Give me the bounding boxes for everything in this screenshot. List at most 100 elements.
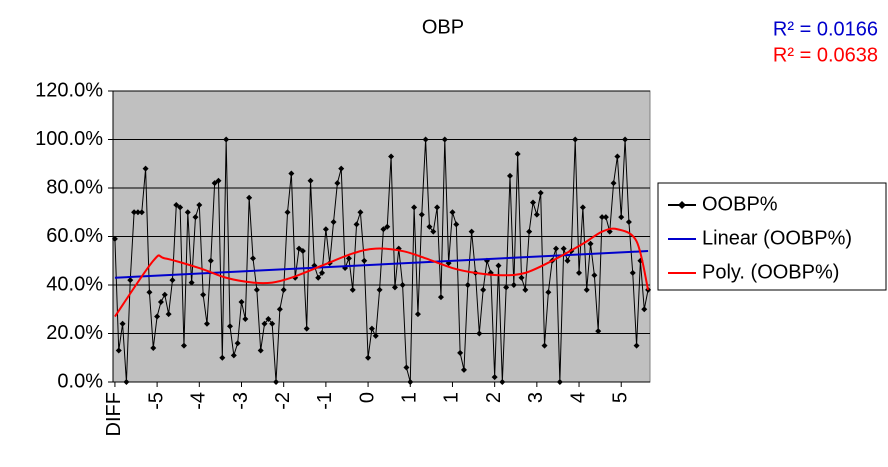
data-point (365, 354, 372, 361)
data-point (111, 235, 118, 242)
data-point (115, 347, 122, 354)
data-point (288, 170, 295, 177)
data-point (526, 228, 533, 235)
y-tick-label: 20.0% (46, 322, 103, 344)
data-point (154, 313, 161, 320)
x-tick-label: 3 (525, 392, 547, 403)
data-point (307, 177, 314, 184)
data-point (219, 354, 226, 361)
data-point (583, 286, 590, 293)
data-point (491, 374, 498, 381)
data-point (553, 245, 560, 252)
trend-line (114, 250, 649, 279)
data-point (407, 379, 414, 385)
data-point (510, 282, 517, 288)
data-point (322, 226, 329, 233)
data-point (353, 221, 360, 228)
data-point (280, 286, 287, 293)
data-point (595, 328, 602, 335)
data-point (610, 180, 617, 187)
x-tick-label: 2 (483, 392, 505, 403)
data-point (250, 255, 257, 262)
data-point (242, 315, 249, 322)
data-point (422, 136, 429, 143)
data-point (618, 214, 625, 221)
data-point (345, 255, 352, 262)
data-point (146, 289, 153, 296)
x-tick-label: 1 (441, 392, 463, 403)
data-point (349, 286, 356, 293)
data-point (338, 165, 345, 172)
x-tick-label: 1 (399, 392, 421, 403)
data-point (131, 209, 138, 216)
data-point (430, 228, 437, 235)
data-point (246, 194, 253, 201)
data-point (403, 364, 410, 371)
y-tick-label: 60.0% (46, 225, 103, 247)
data-point (265, 315, 272, 322)
data-point (599, 214, 606, 221)
r-squared: R² = 0.0638 (773, 44, 878, 66)
data-point (127, 277, 134, 284)
data-point (368, 325, 375, 332)
data-point (579, 204, 586, 211)
data-point (319, 269, 326, 276)
data-point (188, 279, 195, 286)
data-point (518, 274, 525, 281)
x-tick-label: -5 (145, 392, 167, 410)
x-tick-label: -2 (272, 392, 294, 410)
data-point (503, 284, 510, 291)
data-point (437, 294, 444, 301)
data-point (296, 245, 303, 252)
legend-label: Linear (OOBP%) (702, 227, 852, 249)
data-point (591, 272, 598, 279)
data-point (192, 214, 199, 221)
data-point (506, 172, 513, 179)
data-point (560, 245, 567, 252)
data-point (476, 330, 483, 337)
x-tick-label: 5 (610, 392, 632, 403)
data-point (418, 211, 425, 218)
data-point (629, 269, 636, 276)
data-point (180, 342, 187, 349)
data-point (453, 221, 460, 228)
series-line (114, 139, 649, 383)
data-point (334, 180, 341, 187)
data-point (572, 136, 579, 143)
data-point (633, 342, 640, 349)
legend-label: OOBP% (702, 193, 778, 215)
data-point (545, 289, 552, 296)
data-point (157, 298, 164, 305)
y-tick-label: 80.0% (46, 176, 103, 198)
data-point (376, 286, 383, 293)
data-point (315, 274, 322, 281)
x-tick-label: DIFF (103, 392, 125, 436)
data-point (460, 366, 467, 373)
data-point (426, 223, 433, 230)
data-point (173, 201, 180, 208)
data-point (273, 379, 280, 385)
y-tick-label: 100.0% (35, 128, 103, 150)
data-point (330, 218, 337, 225)
legend-label: Poly. (OOBP%) (702, 261, 839, 283)
data-point (556, 379, 563, 385)
data-point (457, 349, 464, 356)
data-point (411, 204, 418, 211)
data-point (169, 277, 176, 284)
data-point (165, 311, 172, 318)
data-point (284, 209, 291, 216)
data-point (480, 286, 487, 293)
data-point (533, 211, 540, 218)
data-point (449, 209, 456, 216)
data-point (119, 320, 126, 327)
data-point (522, 286, 529, 293)
data-point (499, 379, 506, 385)
data-point (564, 257, 571, 264)
data-point (215, 177, 222, 184)
data-point (514, 151, 521, 158)
data-point (223, 136, 230, 143)
data-point (203, 320, 210, 327)
data-point (625, 218, 632, 225)
